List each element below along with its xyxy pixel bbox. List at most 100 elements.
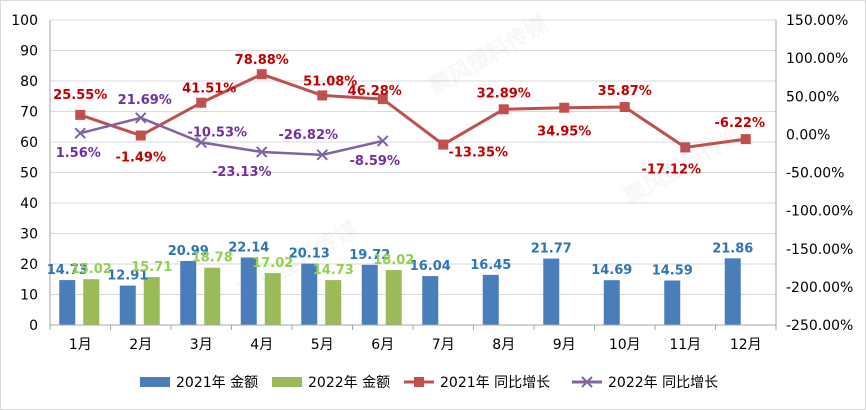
x-tick-label: 11月 <box>669 337 701 353</box>
line-label: 25.55% <box>53 88 107 103</box>
y-left-tick-label: 40 <box>20 196 38 212</box>
y-right-tick-label: -100.00% <box>786 204 853 220</box>
y-left-tick-label: 20 <box>20 257 38 273</box>
bar-label: 15.02 <box>71 262 112 277</box>
line-label: -10.53% <box>187 125 247 140</box>
legend: 2021年 金额 2022年 金额 2021年 同比增长 2022年 同比增长 <box>140 375 718 391</box>
y-left-tick-label: 100 <box>11 13 38 29</box>
line-marker <box>135 112 147 124</box>
bar <box>240 257 257 325</box>
bars <box>59 257 741 325</box>
line-label: 34.95% <box>537 125 591 140</box>
line-label: -13.35% <box>448 146 508 161</box>
series-line <box>79 116 384 157</box>
legend-label: 2022年 金额 <box>308 375 390 391</box>
line-label: 41.51% <box>182 82 236 97</box>
line-label: 32.89% <box>477 86 531 101</box>
y-left-tick-label: 50 <box>20 166 38 182</box>
bar <box>482 274 499 325</box>
y-left-tick-label: 70 <box>20 105 38 121</box>
legend-label: 2021年 同比增长 <box>440 375 550 391</box>
bar-label: 17.02 <box>252 256 293 271</box>
bar-label: 21.77 <box>531 242 572 257</box>
line-label: -6.22% <box>715 116 766 131</box>
line-marker <box>317 90 328 101</box>
bar <box>204 267 221 325</box>
legend-swatch <box>272 377 302 387</box>
x-tick-label: 6月 <box>371 337 394 353</box>
line-label: 35.87% <box>598 84 652 99</box>
bar <box>264 273 281 325</box>
bar-label: 14.59 <box>652 264 693 279</box>
bar-label: 16.45 <box>470 258 511 273</box>
line-marker <box>559 102 570 113</box>
data-labels: 14.73 12.91 20.99 22.14 20.13 19.72 16.04 16.45… <box>47 53 765 283</box>
line-label: -17.12% <box>641 162 701 177</box>
x-tick-label: 12月 <box>730 337 762 353</box>
bar-label: 18.02 <box>373 253 414 268</box>
line-marker <box>377 135 389 147</box>
line-label: 46.28% <box>348 84 402 99</box>
y-right-tick-label: -50.00% <box>786 166 844 182</box>
bar <box>83 279 100 325</box>
line-label: -8.59% <box>350 154 401 169</box>
legend-label: 2021年 金额 <box>176 375 258 391</box>
bar <box>724 258 741 325</box>
line-label: 1.56% <box>56 146 101 161</box>
line-label: -1.49% <box>116 151 167 166</box>
line-marker <box>438 139 449 150</box>
line-marker <box>256 146 268 158</box>
bar-label: 14.73 <box>47 263 88 278</box>
gridlines <box>50 19 776 295</box>
bar-label: 20.99 <box>168 244 209 259</box>
legend-swatch <box>140 377 170 387</box>
y-right-tick-label: 100.00% <box>786 51 848 67</box>
line-marker <box>75 109 86 120</box>
x-tick-label: 10月 <box>609 337 641 353</box>
line-marker <box>256 69 267 80</box>
line-marker <box>74 127 86 139</box>
bar-label: 18.78 <box>192 251 233 266</box>
bar-label: 16.04 <box>410 259 451 274</box>
line-label: 78.88% <box>235 53 289 68</box>
legend-label: 2022年 同比增长 <box>608 375 718 391</box>
x-tick-label: 9月 <box>553 337 576 353</box>
line-marker <box>740 134 751 145</box>
bar-label: 19.72 <box>349 248 390 263</box>
bar <box>325 280 342 325</box>
series-line <box>79 72 746 149</box>
x-tick-label: 2月 <box>129 337 152 353</box>
x-tick-label: 8月 <box>492 337 515 353</box>
y-right-tick-label: -200.00% <box>786 280 853 296</box>
line-label: -26.82% <box>278 128 338 143</box>
x-tick-label: 5月 <box>311 337 334 353</box>
y-right-tick-label: -250.00% <box>786 318 853 334</box>
bar-label: 14.73 <box>313 263 354 278</box>
bar <box>422 276 439 325</box>
bar <box>664 280 681 325</box>
legend-marker <box>581 376 593 388</box>
y-right-tick-label: -150.00% <box>786 242 853 258</box>
line-marker <box>680 142 691 153</box>
bar <box>603 280 620 325</box>
y-left-tick-label: 0 <box>29 318 38 334</box>
line-label: -23.13% <box>212 165 272 180</box>
line-marker <box>135 130 146 141</box>
line-marker <box>195 136 207 149</box>
line-label: 51.08% <box>303 74 357 89</box>
legend-marker <box>414 377 424 387</box>
bar <box>59 280 76 325</box>
x-tick-label: 7月 <box>432 337 455 353</box>
bar-label: 12.91 <box>107 269 148 284</box>
bar-label: 21.86 <box>712 241 753 256</box>
lines <box>74 69 751 161</box>
line-marker <box>498 104 509 115</box>
x-tick-label: 1月 <box>69 337 92 353</box>
bar <box>180 260 197 325</box>
bar <box>361 264 378 325</box>
bar <box>301 263 318 325</box>
bar <box>143 277 160 325</box>
bar-label: 20.13 <box>289 247 330 262</box>
